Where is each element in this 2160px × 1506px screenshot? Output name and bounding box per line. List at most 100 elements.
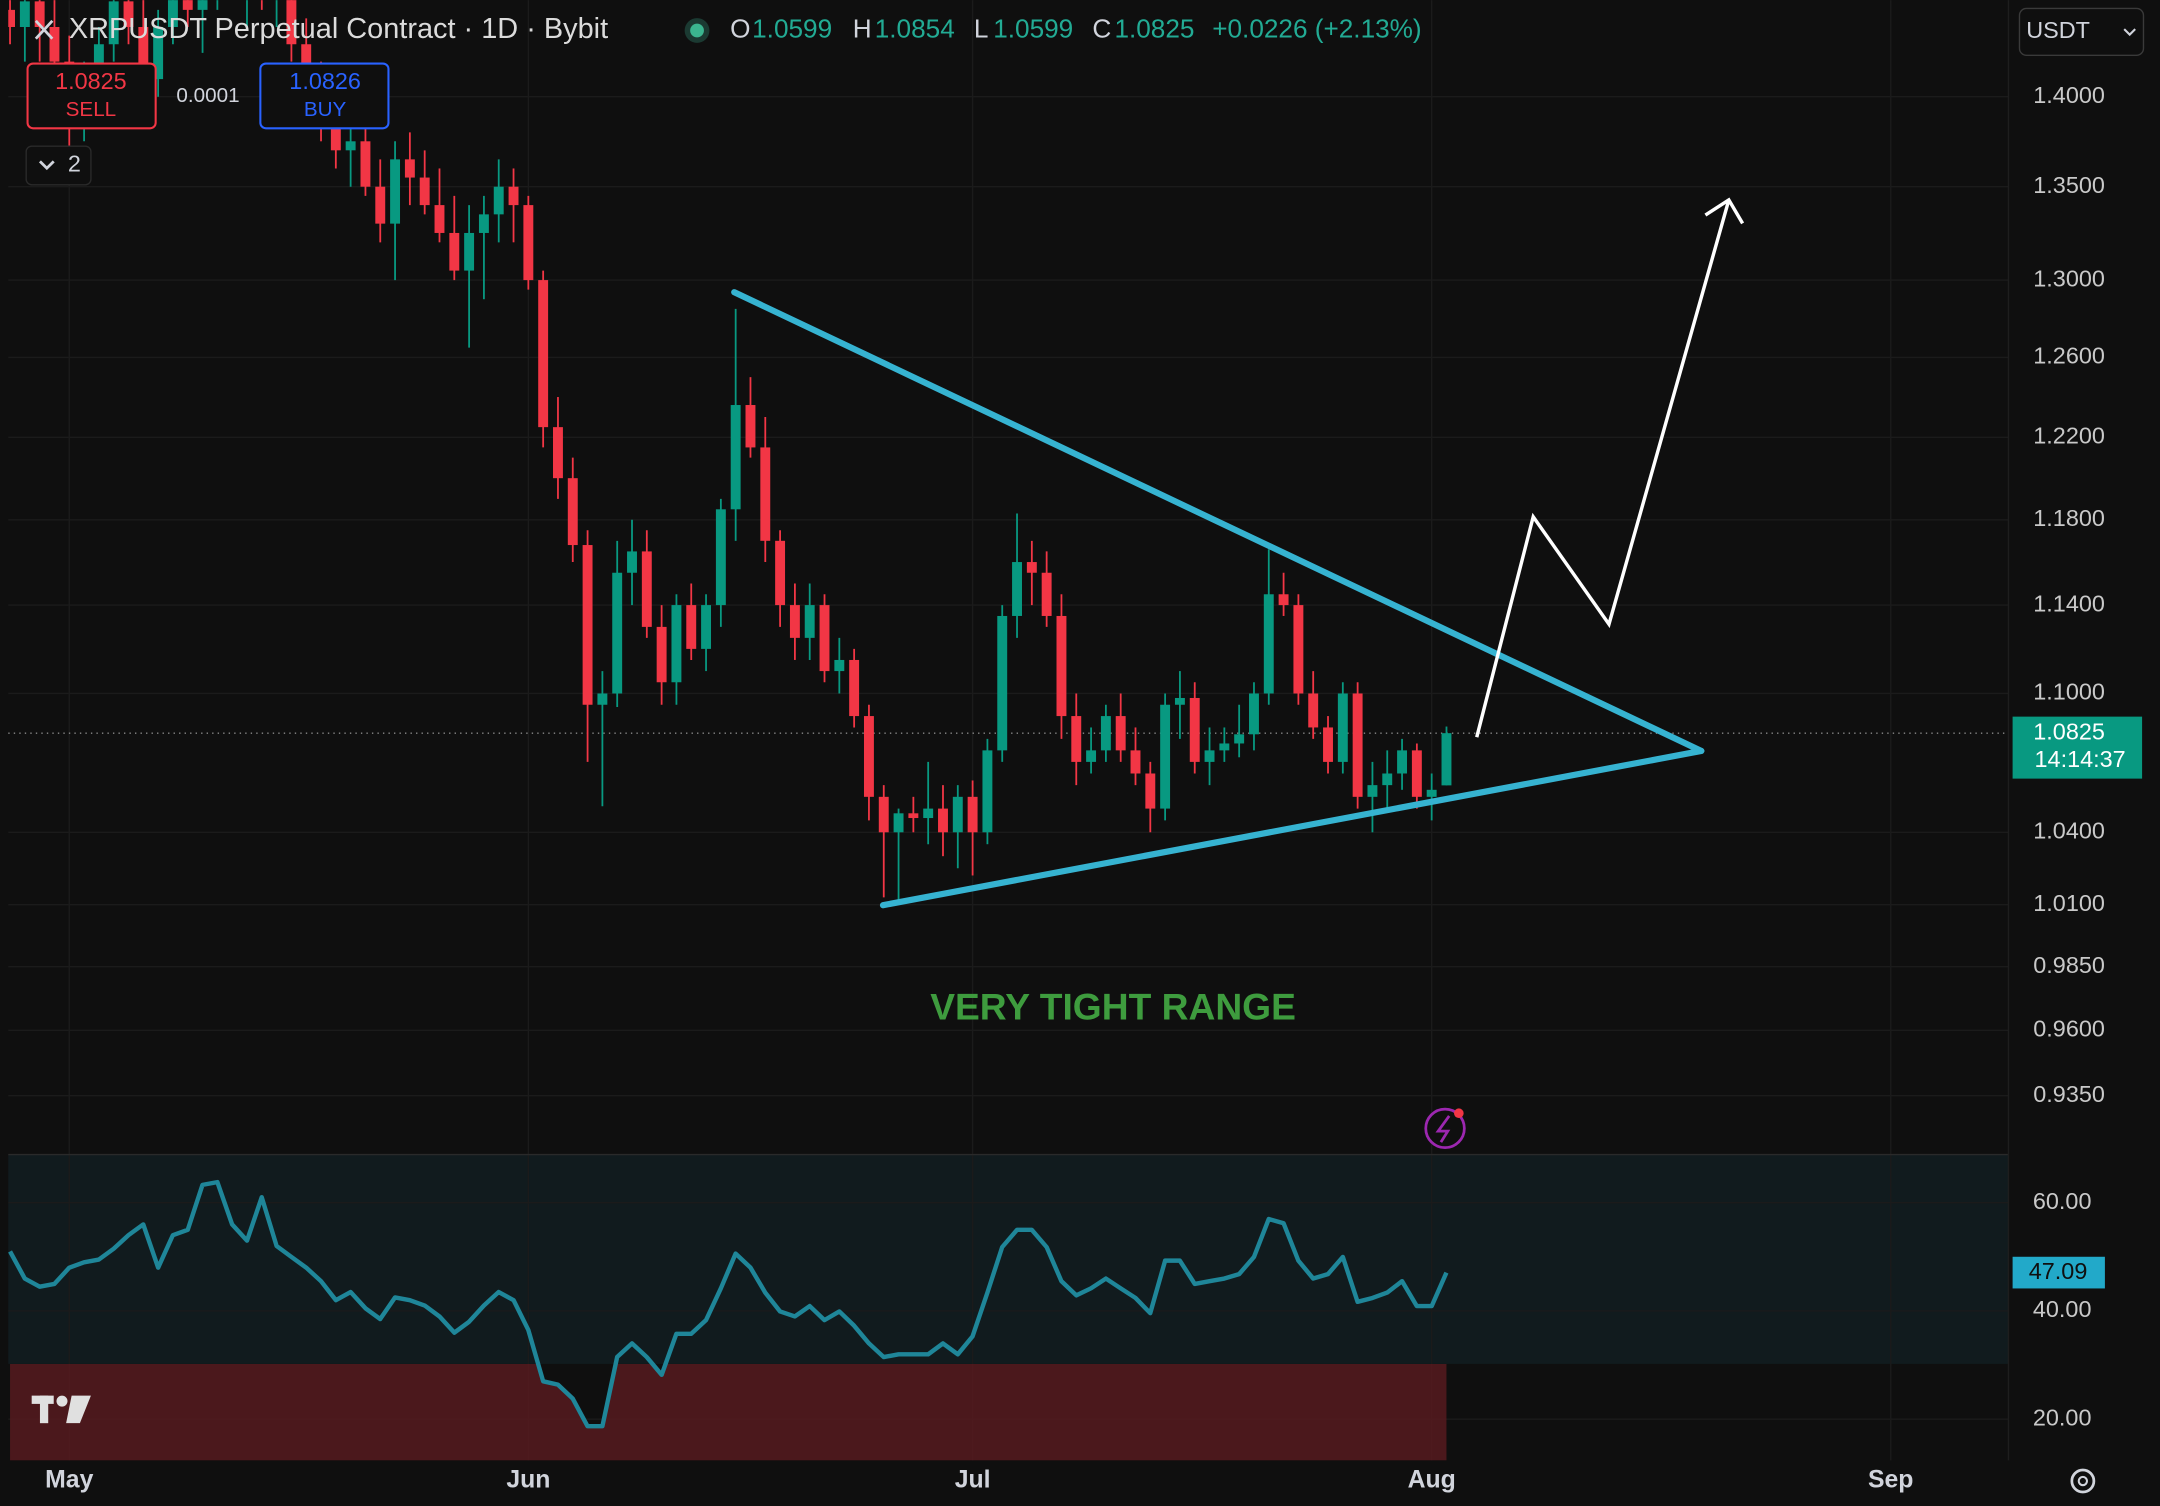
- rsi-pane: [8, 1179, 1449, 1461]
- candle-body: [1234, 734, 1245, 744]
- labels: 1.4000 1.3500 1.3000 1.2600 1.2200 1.1800 1.14…: [45, 82, 2143, 1494]
- x-tick-label: Sep: [1868, 1467, 1913, 1494]
- rsi-oversold-fill: [10, 1363, 1447, 1461]
- arrow-head: [1704, 197, 1745, 225]
- y-tick-label: 1.3000: [2033, 265, 2105, 291]
- annotation: VERY TIGHT RANGE: [930, 986, 1296, 1028]
- toggle-box: [25, 145, 92, 186]
- x-tick-label: May: [45, 1467, 93, 1494]
- alert-icon[interactable]: [1424, 1107, 1466, 1150]
- candle-body: [1174, 697, 1185, 705]
- x-tick-label: Aug: [1408, 1467, 1456, 1494]
- ohlc-label: H: [853, 13, 872, 43]
- ohlc-value: 1.0599: [752, 13, 832, 43]
- candle-body: [804, 605, 815, 638]
- projection-arrow: [1475, 197, 1745, 738]
- lower-trendline: [879, 747, 1705, 909]
- y-tick-label: 1.1000: [2033, 679, 2105, 705]
- y-tick-label: 1.2600: [2033, 343, 2105, 369]
- gear: [2070, 1468, 2096, 1494]
- candle-body: [923, 808, 934, 819]
- gear-center: [2077, 1475, 2089, 1487]
- candle-body: [641, 551, 652, 627]
- candle-body: [1411, 750, 1422, 797]
- candle-body: [182, 0, 193, 10]
- candle-body: [345, 141, 356, 151]
- candle-body: [893, 813, 904, 833]
- candle-body: [1352, 693, 1363, 797]
- settings-icon[interactable]: [2070, 1468, 2096, 1494]
- candle-body: [1263, 594, 1274, 694]
- ohlc-label: O: [730, 13, 750, 43]
- candle-body: [523, 205, 534, 281]
- candle-body: [1308, 693, 1319, 728]
- candle-body: [19, 1, 30, 28]
- candle-body: [493, 186, 504, 215]
- candle-body: [301, 44, 312, 80]
- candle-body: [138, 27, 149, 80]
- candle-body: [952, 796, 963, 833]
- y-tick-label: 1.0100: [2033, 890, 2105, 916]
- rsi-line: [8, 1179, 1449, 1429]
- candle-body: [8, 9, 16, 28]
- candle-body: [108, 1, 119, 45]
- candle-body: [849, 659, 860, 717]
- candle-body: [1041, 572, 1052, 616]
- candle-body: [745, 405, 756, 448]
- buy-button[interactable]: 1.0826 BUY: [259, 62, 390, 130]
- indicators-toggle[interactable]: 2: [25, 145, 92, 186]
- candle-body: [1056, 615, 1067, 717]
- candles: [8, 0, 1452, 900]
- sell-label: SELL: [66, 98, 117, 121]
- candle-body: [686, 605, 697, 649]
- candle-body: [582, 545, 593, 705]
- candle-body: [789, 605, 800, 638]
- candle-body: [34, 1, 45, 28]
- candle-body: [1130, 750, 1141, 774]
- candle-body: [1086, 750, 1097, 762]
- ohlc-value: 1.0854: [875, 13, 955, 43]
- last-price: 1.0825: [2033, 718, 2105, 744]
- candle-body: [656, 626, 667, 683]
- last-price-box: [2012, 716, 2143, 779]
- logo-part: [56, 1395, 68, 1407]
- y-tick-label: 1.4000: [2033, 82, 2105, 108]
- y-tick-label: 1.0400: [2033, 817, 2105, 843]
- candle-body: [775, 540, 786, 606]
- candle-body: [1189, 697, 1200, 762]
- sell-price: 1.0825: [55, 68, 127, 94]
- candle-body: [1397, 750, 1408, 774]
- y-tick-label: 40.00: [2033, 1296, 2092, 1322]
- x-tick-label: Jul: [955, 1467, 991, 1494]
- candle-body: [1293, 605, 1304, 694]
- candle-body: [1337, 693, 1348, 762]
- currency-select[interactable]: USDT: [2018, 7, 2145, 56]
- candle-body: [1367, 785, 1378, 797]
- buy-label: BUY: [304, 98, 347, 121]
- buy-price: 1.0826: [289, 68, 361, 94]
- logo-part: [66, 1395, 91, 1424]
- candle-body: [508, 186, 519, 206]
- sell-button[interactable]: 1.0825 SELL: [26, 62, 157, 130]
- candle-body: [375, 186, 386, 224]
- symbol-title: XRPUSDT Perpetual Contract · 1D · Bybit: [69, 13, 608, 45]
- candle-body: [1426, 789, 1437, 797]
- ohlc-label: C: [1092, 13, 1111, 43]
- candle-body: [1115, 716, 1126, 751]
- status-dot: [690, 23, 704, 38]
- candle-body: [1160, 704, 1171, 809]
- candle-body: [1249, 693, 1259, 735]
- candle-body: [597, 693, 608, 705]
- triangle-drawing: [731, 289, 1705, 909]
- candle-body: [404, 159, 415, 178]
- bolt: [1435, 1115, 1451, 1143]
- x-tick-label: Jun: [506, 1467, 550, 1494]
- candle-body: [701, 605, 712, 649]
- grid: [8, 0, 2009, 1461]
- currency: USDT: [2026, 17, 2090, 43]
- indicators-count: 2: [68, 151, 81, 177]
- close-icon[interactable]: [34, 19, 54, 40]
- candle-body: [123, 1, 134, 28]
- candle-body: [538, 280, 549, 428]
